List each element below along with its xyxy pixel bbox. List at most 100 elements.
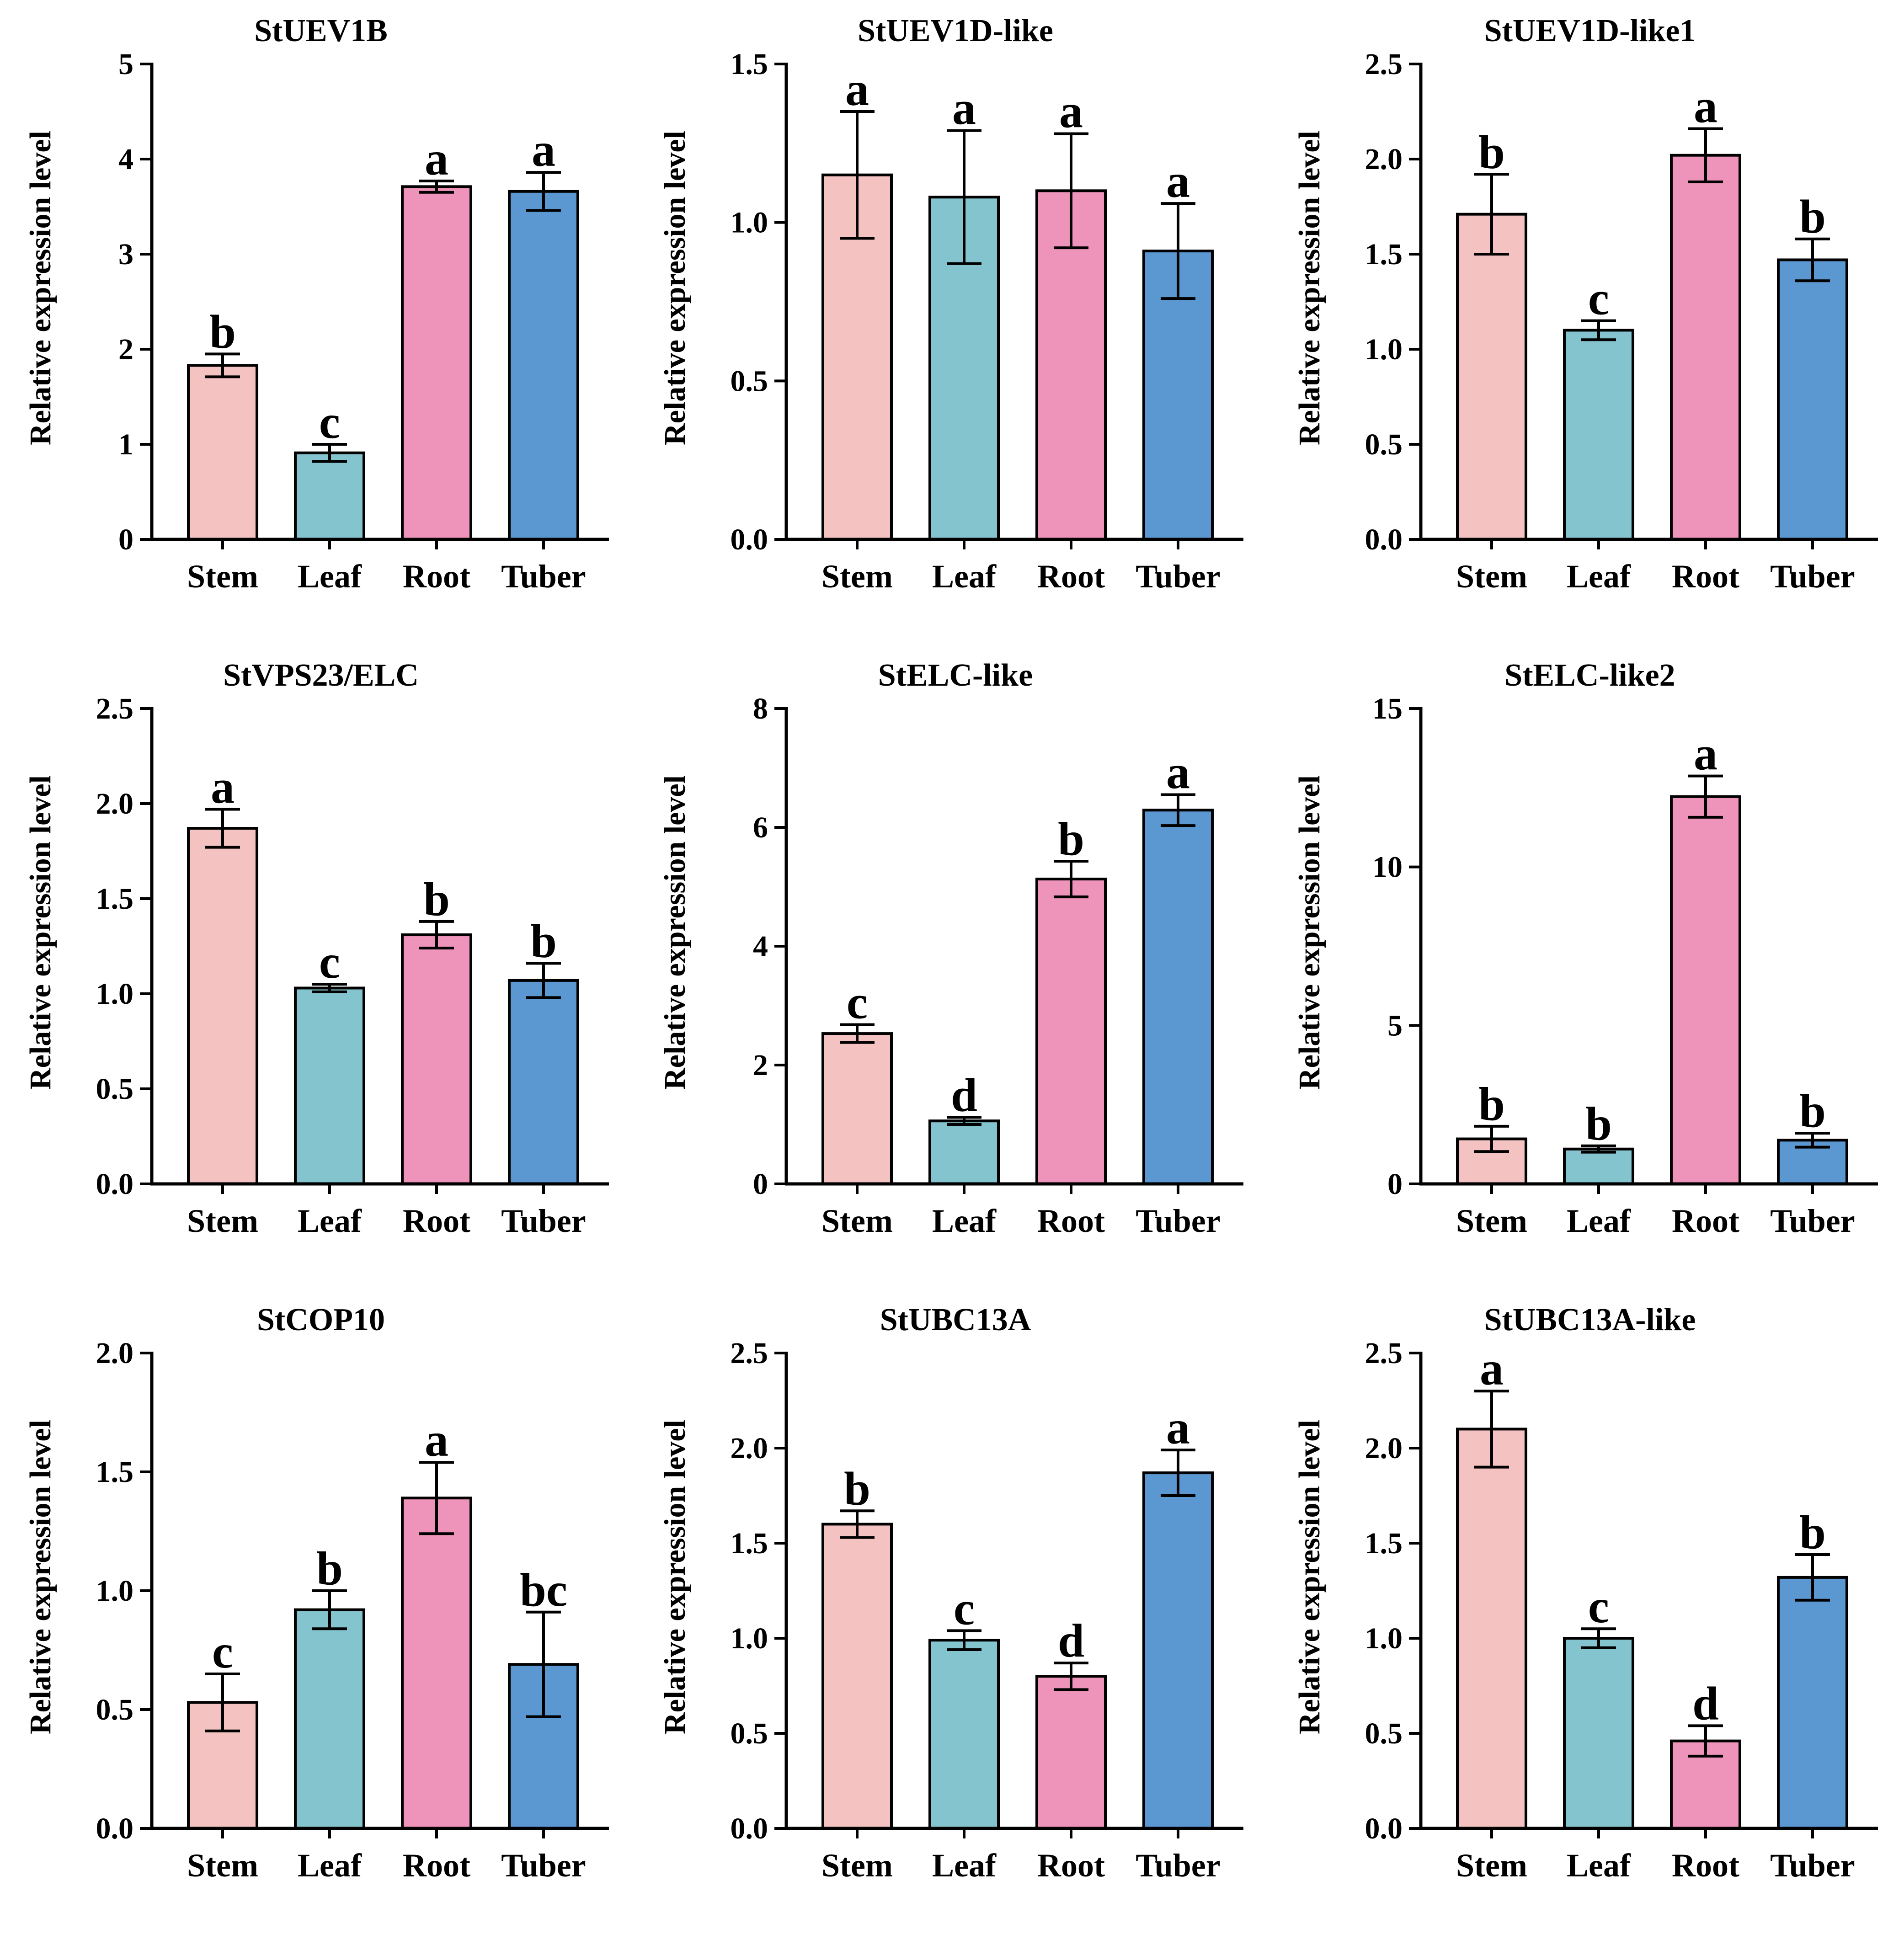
x-tick-label-stem: Stem <box>821 1847 893 1884</box>
y-tick-label: 0.5 <box>96 1693 134 1726</box>
y-tick-label: 1 <box>118 428 133 461</box>
significance-label-tuber: a <box>1166 155 1190 208</box>
y-tick-label: 1.5 <box>1365 238 1403 271</box>
x-tick-label-stem: Stem <box>821 1203 893 1239</box>
x-tick-label-root: Root <box>403 1203 470 1239</box>
y-tick-label: 4 <box>118 143 133 176</box>
x-tick-label-tuber: Tuber <box>501 1203 586 1239</box>
bar-stem <box>821 1032 893 1185</box>
significance-label-stem: a <box>1480 1343 1504 1395</box>
y-tick-label: 0.0 <box>96 1167 134 1201</box>
significance-label-stem: a <box>211 761 235 813</box>
y-axis-label: Relative expression level <box>658 775 692 1090</box>
error-bar-leaf <box>947 1629 981 1651</box>
x-tick-label-leaf: Leaf <box>932 558 997 595</box>
y-tick-label: 0.5 <box>1365 1717 1403 1750</box>
chart-panel-stcop10: StCOP10 Relative expression level c Stem b Le… <box>0 1289 635 1934</box>
bar-root <box>1670 795 1741 1186</box>
chart-title: StUEV1B <box>254 13 388 48</box>
y-axis-label: Relative expression level <box>24 775 57 1090</box>
error-bar-root <box>1688 127 1723 183</box>
y-tick-label: 2.5 <box>1365 1337 1403 1370</box>
error-bar-root <box>1688 774 1723 819</box>
significance-label-tuber: a <box>532 124 555 176</box>
error-bar-leaf <box>1581 1144 1616 1154</box>
y-tick-label: 1.5 <box>96 882 134 916</box>
x-tick-label-stem: Stem <box>821 558 893 595</box>
significance-label-tuber: a <box>1166 1401 1190 1454</box>
error-bar-tuber <box>526 171 561 212</box>
significance-label-stem: b <box>1478 126 1505 178</box>
error-bar-stem <box>1474 1124 1509 1153</box>
bar-root <box>1035 1675 1107 1830</box>
y-axis-label: Relative expression level <box>1293 775 1326 1090</box>
y-tick-label: 2.0 <box>96 1337 134 1370</box>
error-bar-stem <box>1474 1390 1509 1469</box>
x-tick-label-root: Root <box>1037 1203 1105 1239</box>
significance-label-tuber: bc <box>520 1564 567 1616</box>
x-tick-label-root: Root <box>1037 1847 1105 1884</box>
x-tick-label-leaf: Leaf <box>932 1847 997 1884</box>
chart-title: StCOP10 <box>257 1302 385 1337</box>
y-tick-label: 1.0 <box>731 1622 768 1655</box>
significance-label-stem: c <box>847 976 868 1029</box>
y-tick-label: 1.5 <box>96 1455 134 1489</box>
significance-label-root: d <box>1058 1614 1084 1667</box>
bar-tuber <box>508 190 579 541</box>
x-tick-label-stem: Stem <box>1456 558 1527 595</box>
y-tick-label: 1.0 <box>731 206 768 240</box>
significance-label-leaf: c <box>954 1582 975 1635</box>
y-tick-label: 1.5 <box>731 48 768 81</box>
error-bar-tuber <box>1161 793 1195 827</box>
y-tick-label: 4 <box>753 930 768 963</box>
chart-panel-stuev1d-like: StUEV1D-like Relative expression level a St… <box>635 0 1269 645</box>
y-tick-label: 2.5 <box>96 692 134 725</box>
significance-label-leaf: d <box>951 1069 977 1121</box>
x-tick-label-stem: Stem <box>187 1203 258 1239</box>
y-axis-label: Relative expression level <box>1293 1420 1326 1734</box>
y-tick-label: 2.0 <box>731 1432 768 1465</box>
bar-stem <box>821 1523 893 1830</box>
y-tick-label: 2.5 <box>1365 48 1403 81</box>
x-tick-label-leaf: Leaf <box>298 1847 362 1884</box>
y-tick-label: 2 <box>118 333 133 366</box>
significance-label-root: a <box>1694 80 1717 133</box>
chart-svg: StCOP10 Relative expression level c Stem b Le… <box>24 1302 609 1884</box>
error-bar-tuber <box>1161 202 1195 300</box>
y-tick-label: 1.0 <box>1365 1622 1403 1655</box>
chart-svg: StUBC13A Relative expression level b Stem c L… <box>658 1302 1243 1884</box>
bar-tuber <box>1142 1471 1214 1830</box>
x-tick-label-tuber: Tuber <box>1136 1847 1220 1884</box>
bar-tuber <box>1142 809 1214 1185</box>
bar-leaf <box>294 1608 365 1830</box>
error-bar-leaf <box>947 1116 981 1126</box>
chart-title: StUBC13A-like <box>1484 1302 1696 1337</box>
bar-root <box>401 933 472 1185</box>
significance-label-leaf: c <box>319 936 340 988</box>
bar-tuber <box>1777 258 1848 541</box>
significance-label-leaf: b <box>316 1542 343 1595</box>
error-bar-leaf <box>312 1589 347 1630</box>
y-axis-label: Relative expression level <box>1293 131 1326 445</box>
x-tick-label-stem: Stem <box>187 1847 258 1884</box>
chart-svg: StELC-like2 Relative expression level b Ste… <box>1293 658 1878 1239</box>
y-tick-label: 0.5 <box>731 364 768 398</box>
x-tick-label-root: Root <box>403 1847 470 1884</box>
axes <box>784 1352 1243 1830</box>
axes <box>150 707 609 1186</box>
x-tick-label-stem: Stem <box>1456 1847 1527 1884</box>
error-bar-tuber <box>1795 1132 1830 1149</box>
y-axis-label: Relative expression level <box>24 1420 57 1734</box>
bar-root <box>1670 1739 1741 1830</box>
significance-label-tuber: b <box>1799 191 1826 243</box>
chart-panel-stelc-like2: StELC-like2 Relative expression level b Ste… <box>1269 645 1904 1289</box>
chart-svg: StUBC13A-like Relative expression level a S… <box>1293 1302 1878 1884</box>
bar-root <box>1035 878 1107 1185</box>
y-axis-label: Relative expression level <box>658 131 692 445</box>
bar-tuber <box>508 979 579 1185</box>
significance-label-tuber: a <box>1166 746 1190 799</box>
axes <box>1419 63 1878 541</box>
chart-title: StELC-like <box>878 658 1033 693</box>
chart-title: StVPS23/ELC <box>223 658 419 693</box>
error-bar-tuber <box>526 1610 561 1718</box>
